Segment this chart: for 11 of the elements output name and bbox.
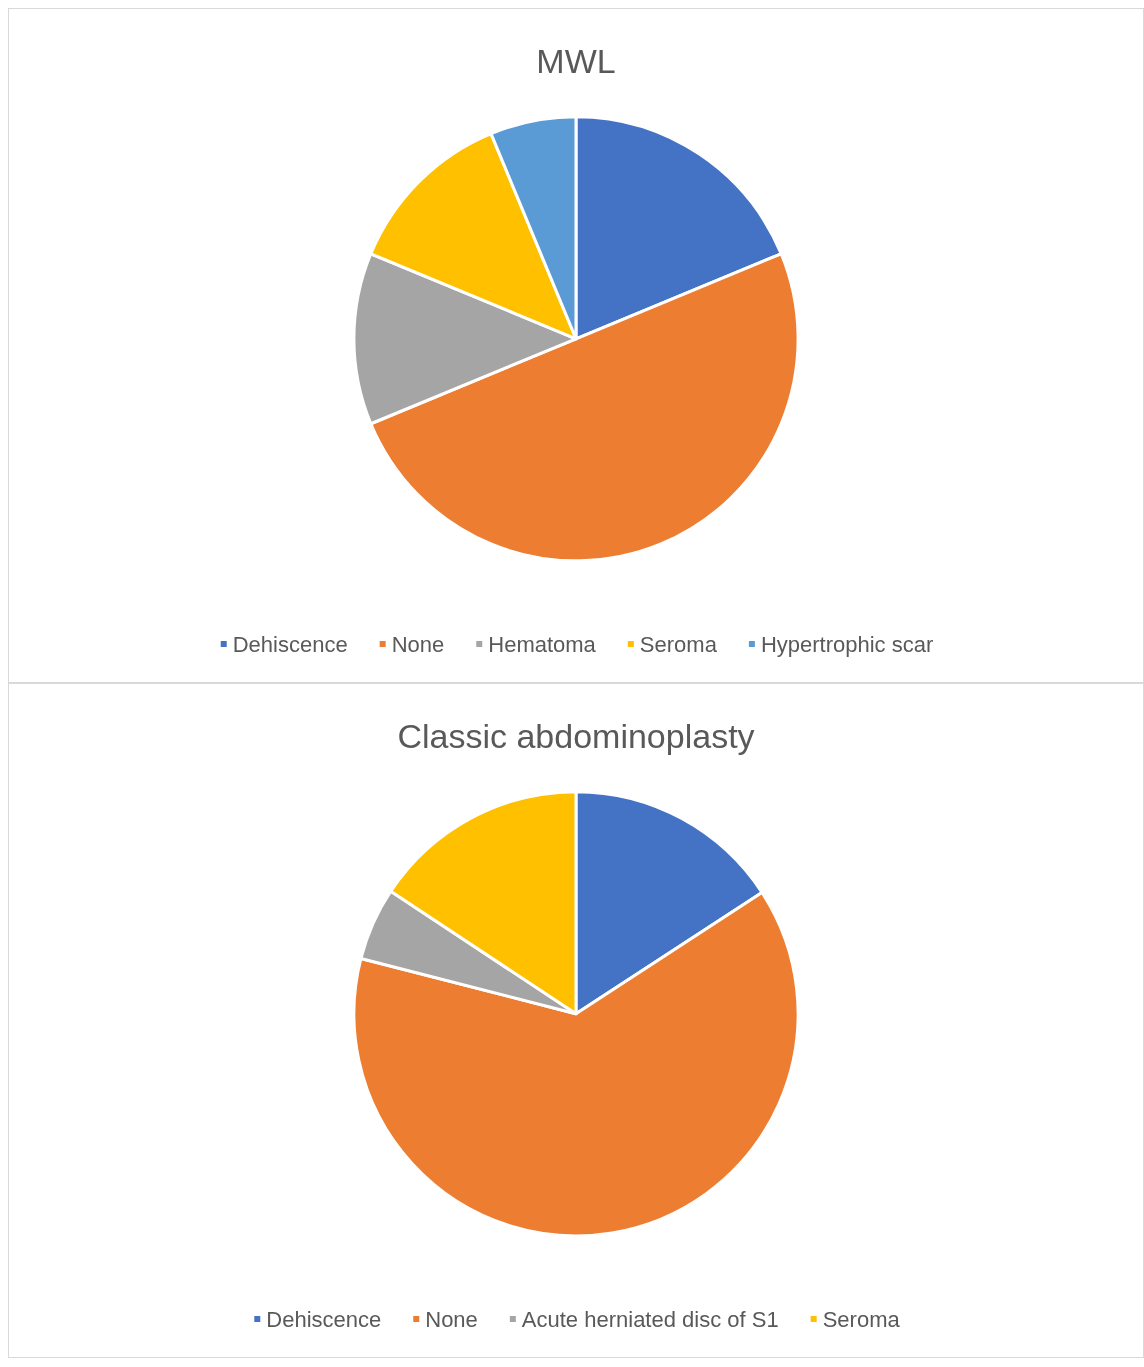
legend-label: Dehiscence: [232, 631, 348, 657]
legend-label: None: [391, 631, 445, 657]
legend-label: Acute herniated disc of S1: [521, 1306, 779, 1332]
legend-label: Hematoma: [488, 631, 597, 657]
legend-label: Seroma: [639, 631, 718, 657]
legend-label: Hypertrophic scar: [760, 631, 934, 657]
chart-title: Classic abdominoplasty: [397, 717, 755, 755]
legend-label: Dehiscence: [266, 1306, 382, 1332]
legend-label: None: [425, 1306, 478, 1332]
chart-title: MWL: [536, 42, 616, 80]
legend-label: Seroma: [822, 1306, 901, 1332]
